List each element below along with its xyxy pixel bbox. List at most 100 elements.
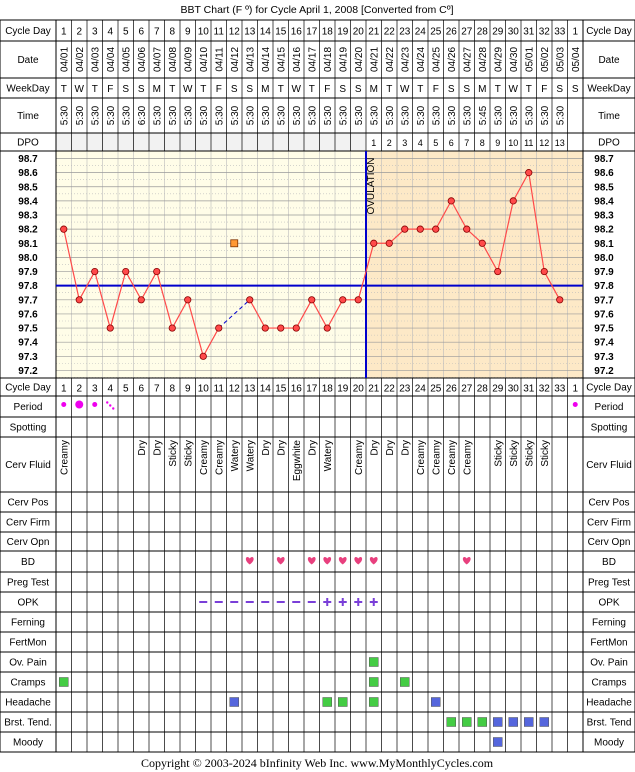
temp-label-right: 97.5 <box>594 324 614 335</box>
cycle-day-cell-bottom: 31 <box>523 384 535 395</box>
cycle-day-cell-bottom: 23 <box>399 384 411 395</box>
cycle-day-cell: 11 <box>214 27 225 38</box>
temp-label-right: 97.4 <box>594 338 614 349</box>
weekday-cell: T <box>386 84 392 95</box>
date-cell: 04/19 <box>338 47 349 72</box>
row-label-right-dpo: DPO <box>598 138 620 149</box>
weekday-cell: S <box>463 84 470 95</box>
cycle-day-cell-bottom: 6 <box>138 384 144 395</box>
weekday-cell: S <box>572 84 579 95</box>
time-cell: 5:30 <box>540 105 551 125</box>
cycle-day-cell-bottom: 12 <box>229 384 241 395</box>
period-spot <box>112 407 115 410</box>
cerv-fluid-cell: Dry <box>400 440 411 456</box>
row-label-right-brst-tend: Brst. Tend <box>587 718 632 729</box>
row-label-bd: BD <box>21 557 35 568</box>
date-cell: 04/06 <box>137 47 148 72</box>
temp-point <box>168 324 176 332</box>
discarded-temp-point <box>230 239 239 248</box>
time-cell: 5:30 <box>214 105 225 125</box>
dpo-cell: 11 <box>524 138 533 148</box>
temp-label-right: 97.9 <box>594 267 614 278</box>
date-cell: 04/05 <box>121 47 132 72</box>
date-cell: 04/23 <box>400 47 411 72</box>
row-label-right-headache: Headache <box>586 698 632 709</box>
moody-mark <box>493 737 503 747</box>
dpo-cell: 7 <box>464 138 469 148</box>
row-label-right-cerv-fluid: Cerv Fluid <box>586 460 632 471</box>
weekday-cell: T <box>526 84 532 95</box>
cycle-day-cell: 9 <box>185 27 191 38</box>
temp-point <box>339 296 347 304</box>
cramps-mark <box>59 677 69 687</box>
cycle-day-cell: 8 <box>169 27 175 38</box>
chart-title: BBT Chart (F º) for Cycle April 1, 2008 … <box>181 4 454 16</box>
time-cell: 5:30 <box>168 105 179 125</box>
cycle-day-cell-bottom: 27 <box>461 384 473 395</box>
cycle-day-cell-bottom: 17 <box>306 384 318 395</box>
time-cell: 6:30 <box>137 105 148 125</box>
temp-label-right: 98.3 <box>594 211 614 222</box>
cycle-day-cell: 2 <box>76 27 82 38</box>
weekday-cell: M <box>153 84 161 95</box>
row-label-ov-pain: Ov. Pain <box>9 658 47 669</box>
row-label-brst-tend: Brst. Tend. <box>4 718 52 729</box>
time-cell: 5:30 <box>75 105 86 125</box>
weekday-cell: W <box>509 84 519 95</box>
cycle-day-cell-bottom: 4 <box>107 384 113 395</box>
dpo-cell: 6 <box>449 138 454 148</box>
dpo-cell: 3 <box>402 138 407 148</box>
cycle-day-cell-bottom: 16 <box>291 384 303 395</box>
cramps-mark <box>369 677 379 687</box>
weekday-cell: W <box>400 84 410 95</box>
temp-label-left: 98.0 <box>18 253 38 264</box>
temp-point <box>246 296 254 304</box>
time-cell: 5:30 <box>555 105 566 125</box>
date-cell: 04/30 <box>509 47 520 72</box>
date-cell: 04/08 <box>168 47 179 72</box>
weekday-cell: S <box>556 84 563 95</box>
temp-label-right: 98.5 <box>594 182 614 193</box>
temp-point <box>60 225 68 233</box>
time-cell: 5:30 <box>462 105 473 125</box>
date-cell: 04/26 <box>447 47 458 72</box>
breast-tenderness-mark <box>508 717 518 727</box>
footer-copyright: Copyright © 2003-2024 bInfinity Web Inc.… <box>141 756 494 770</box>
time-cell: 5:30 <box>524 105 535 125</box>
temp-point <box>184 296 192 304</box>
cycle-day-cell: 27 <box>461 27 473 38</box>
cerv-fluid-cell: Sticky <box>509 440 520 467</box>
row-label-right-time: Time <box>598 111 620 122</box>
row-label-right-fertmon: FertMon <box>590 638 627 649</box>
weekday-cell: T <box>309 84 315 95</box>
cycle-day-cell: 1 <box>572 27 578 38</box>
cycle-day-cell: 19 <box>337 27 349 38</box>
cerv-fluid-cell: Dry <box>276 440 287 456</box>
time-cell: 5:30 <box>307 105 318 125</box>
date-cell: 04/15 <box>276 47 287 72</box>
temp-point <box>308 296 316 304</box>
time-cell: 5:30 <box>509 105 520 125</box>
time-cell: 5:30 <box>431 105 442 125</box>
cycle-day-cell: 18 <box>322 27 334 38</box>
temp-label-right: 97.3 <box>594 352 614 363</box>
cerv-fluid-cell: Watery <box>245 440 256 471</box>
time-cell: 5:30 <box>106 105 117 125</box>
dpo-cell: 8 <box>480 138 485 148</box>
row-label-ferning: Ferning <box>11 618 45 629</box>
cerv-fluid-cell: Sticky <box>168 440 179 467</box>
period-mark <box>75 400 84 409</box>
cerv-fluid-cell: Creamy <box>214 440 225 475</box>
temp-point <box>199 352 207 360</box>
temp-point <box>277 324 285 332</box>
temp-point <box>91 267 99 276</box>
cerv-fluid-cell: Sticky <box>540 440 551 467</box>
temp-point <box>432 225 440 233</box>
date-cell: 04/01 <box>59 47 70 72</box>
temp-point <box>323 324 331 332</box>
temp-label-left: 97.5 <box>18 324 38 335</box>
cycle-day-cell-bottom: 8 <box>169 384 175 395</box>
cycle-day-cell-bottom: 26 <box>446 384 458 395</box>
row-label-right-cerv-pos: Cerv Pos <box>588 498 629 509</box>
cycle-day-cell: 33 <box>554 27 566 38</box>
